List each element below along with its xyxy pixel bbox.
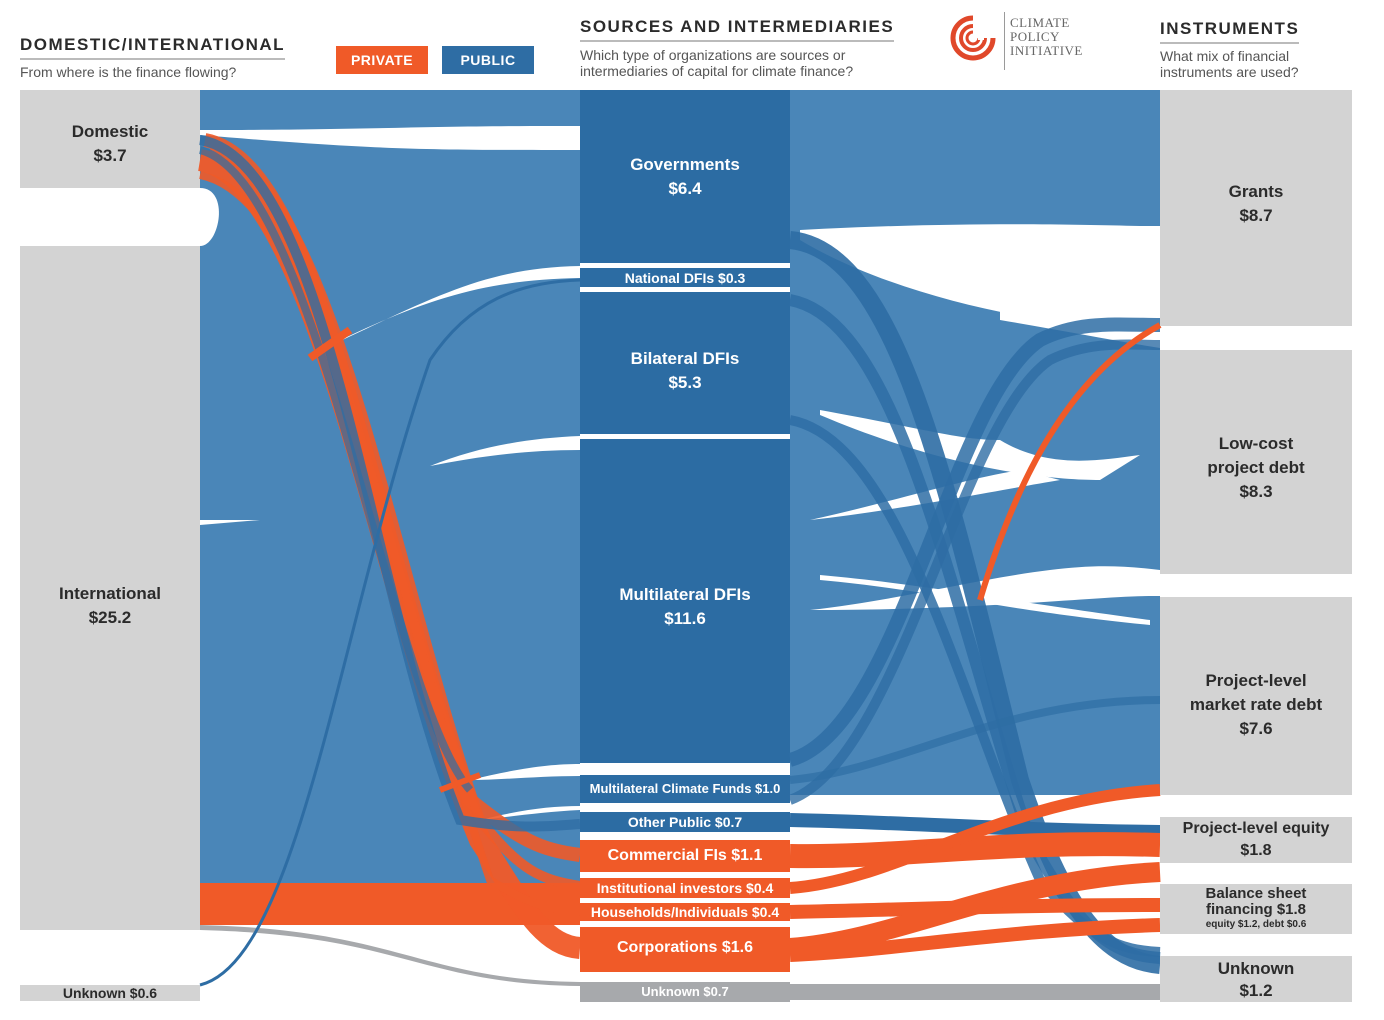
corporations-label: Corporations $1.6: [616, 939, 754, 956]
balance-sheet-label: Balance sheet financing $1.8 equity $1.2…: [1160, 886, 1352, 931]
grants-name: Grants: [1228, 182, 1284, 201]
origin-column-subtitle: From where is the finance flowing?: [20, 64, 237, 80]
market-rate-debt-line1: Project-level: [1205, 671, 1307, 690]
domestic-value: $3.7: [93, 146, 127, 165]
domestic-label: Domestic $3.7: [20, 120, 200, 168]
sources-subtitle-line2: intermediaries of capital for climate fi…: [580, 63, 854, 79]
node-governments: [580, 90, 790, 263]
node-grants: [1160, 90, 1352, 326]
grants-label: Grants $8.7: [1160, 180, 1352, 228]
national-dfis-label: National DFIs $0.3: [624, 270, 746, 286]
node-domestic: [20, 90, 200, 188]
governments-label: Governments $6.4: [580, 153, 790, 201]
international-label: International $25.2: [20, 582, 200, 630]
multilateral-climate-funds-label: Multilateral Climate Funds $1.0: [589, 781, 781, 796]
domestic-name: Domestic: [71, 122, 149, 141]
multilateral-dfis-value: $11.6: [664, 609, 706, 628]
market-rate-debt-value: $7.6: [1239, 719, 1273, 738]
node-unknown-instrument: [1160, 956, 1352, 1002]
unknown-instrument-value: $1.2: [1239, 981, 1273, 1000]
low-cost-debt-value: $8.3: [1239, 482, 1273, 501]
node-multilateral-dfis: [580, 439, 790, 763]
instruments-subtitle-line1: What mix of financial: [1160, 48, 1290, 64]
node-balance-sheet: [1160, 884, 1352, 934]
low-cost-debt-line1: Low-cost: [1218, 434, 1294, 453]
unknown-origin-label: Unknown $0.6: [62, 985, 158, 1001]
governments-value: $6.4: [668, 179, 702, 198]
unknown-source-label: Unknown $0.7: [641, 984, 729, 999]
balance-sheet-line2: financing $1.8: [1205, 901, 1307, 918]
multilateral-dfis-name: Multilateral DFIs: [619, 585, 751, 604]
governments-name: Governments: [630, 155, 740, 174]
grants-value: $8.7: [1239, 206, 1273, 225]
balance-sheet-note: equity $1.2, debt $0.6: [1205, 919, 1307, 930]
sources-subtitle-line1: Which type of organizations are sources …: [580, 47, 846, 63]
bilateral-dfis-value: $5.3: [668, 373, 702, 392]
node-institutional-investors: [580, 878, 790, 898]
logo-line3: INITIATIVE: [1010, 43, 1083, 58]
node-other-public: [580, 812, 790, 832]
logo-divider: [1004, 12, 1005, 70]
bilateral-dfis-label: Bilateral DFIs $5.3: [580, 347, 790, 395]
logo-line1: CLIMATE: [1010, 15, 1070, 30]
unknown-instrument-label: Unknown $1.2: [1160, 958, 1352, 1002]
node-corporations: [580, 927, 790, 972]
legend-public: PUBLIC: [442, 46, 534, 74]
private-ribbons-left: [197, 133, 582, 987]
node-project-equity: [1160, 817, 1352, 863]
legend-private: PRIVATE: [336, 46, 428, 74]
low-cost-debt-line2: project debt: [1207, 458, 1305, 477]
project-equity-value: $1.8: [1240, 842, 1272, 859]
node-multilateral-climate-funds: [580, 775, 790, 803]
international-name: International: [58, 584, 161, 603]
unknown-instrument-name: Unknown: [1217, 959, 1295, 978]
market-rate-debt-line2: market rate debt: [1189, 695, 1323, 714]
node-unknown-source: [580, 982, 790, 1002]
ribbons-right: [787, 231, 1162, 1001]
multilateral-dfis-label: Multilateral DFIs $11.6: [580, 583, 790, 631]
node-market-rate-debt: [1160, 597, 1352, 795]
cpi-logo-icon: [948, 14, 998, 67]
node-low-cost-debt: [1160, 350, 1352, 574]
balance-sheet-line1: Balance sheet: [1205, 885, 1307, 902]
origin-column-title: DOMESTIC/INTERNATIONAL: [20, 35, 286, 60]
node-international: [20, 246, 200, 930]
institutional-investors-label: Institutional investors $0.4: [596, 880, 774, 896]
node-commercial-fis: [580, 840, 790, 872]
instruments-column-subtitle: What mix of financial instruments are us…: [1160, 48, 1299, 80]
market-rate-debt-label: Project-level market rate debt $7.6: [1160, 669, 1352, 741]
node-households: [580, 903, 790, 921]
cpi-logo-text: CLIMATE POLICY INITIATIVE: [1010, 16, 1083, 58]
low-cost-debt-label: Low-cost project debt $8.3: [1160, 432, 1352, 504]
project-equity-name: Project-level equity: [1182, 820, 1330, 837]
instruments-column-title: INSTRUMENTS: [1160, 19, 1300, 44]
bilateral-dfis-name: Bilateral DFIs: [630, 349, 740, 368]
logo-line2: POLICY: [1010, 29, 1060, 44]
node-bilateral-dfis: [580, 292, 790, 434]
sources-column-title: SOURCES AND INTERMEDIARIES: [580, 17, 895, 42]
project-equity-label: Project-level equity $1.8: [1160, 818, 1352, 862]
instruments-subtitle-line2: instruments are used?: [1160, 64, 1299, 80]
node-national-dfis: [580, 268, 790, 287]
international-value: $25.2: [88, 608, 132, 627]
node-unknown-origin: [20, 985, 200, 1001]
sources-column-subtitle: Which type of organizations are sources …: [580, 47, 853, 79]
households-label: Households/Individuals $0.4: [590, 904, 780, 920]
other-public-label: Other Public $0.7: [627, 814, 743, 830]
commercial-fis-label: Commercial FIs $1.1: [607, 847, 763, 864]
